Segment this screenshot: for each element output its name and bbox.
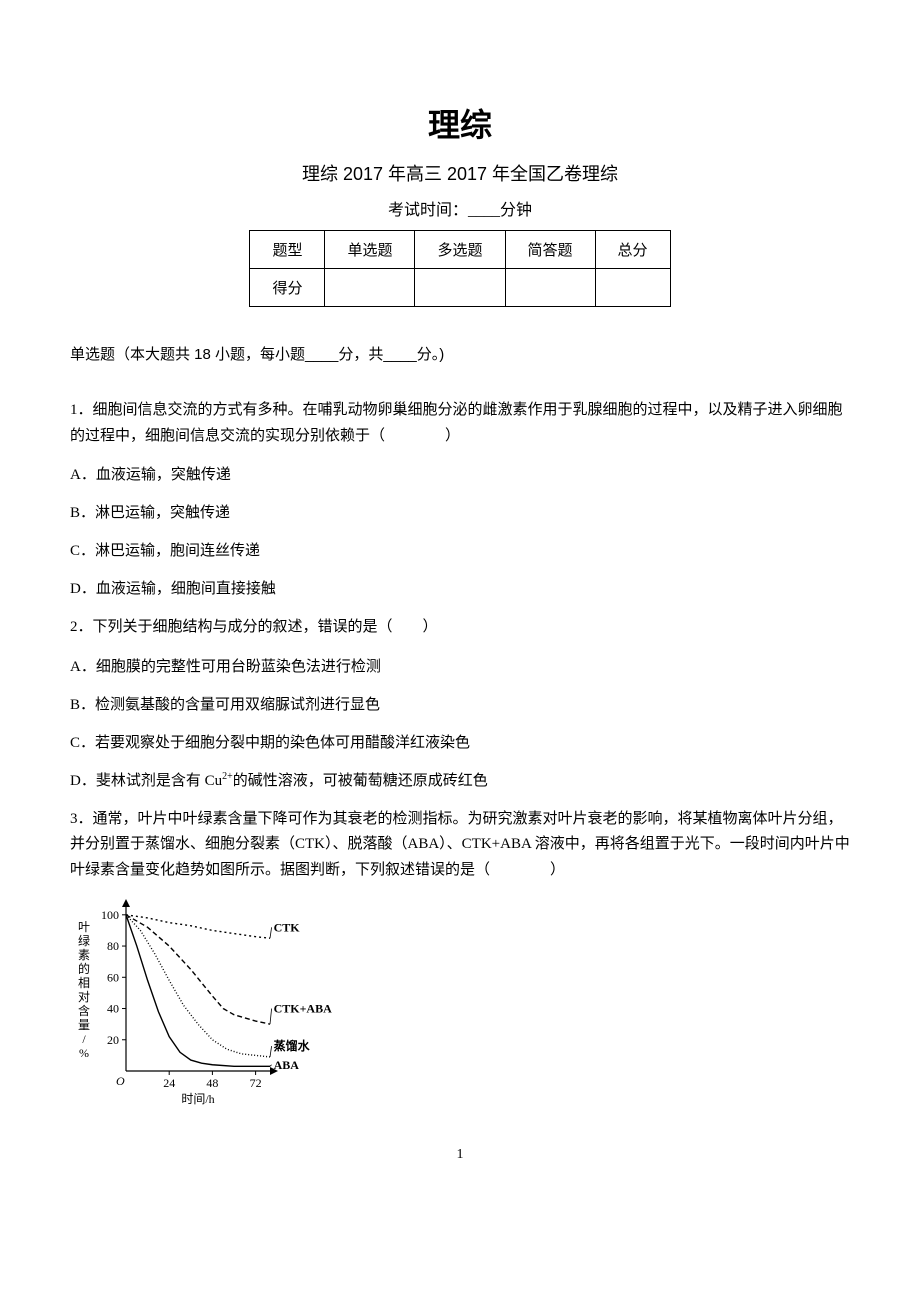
question-stem: 3．通常，叶片中叶绿素含量下降可作为其衰老的检测指标。为研究激素对叶片衰老的影响… <box>70 807 850 884</box>
svg-text:20: 20 <box>107 1033 119 1047</box>
question-stem: 1．细胞间信息交流的方式有多种。在哺乳动物卵巢细胞分泌的雌激素作用于乳腺细胞的过… <box>70 398 850 449</box>
option-c: C．若要观察处于细胞分裂中期的染色体可用醋酸洋红液染色 <box>70 731 850 755</box>
svg-text:48: 48 <box>206 1076 218 1090</box>
main-title: 理综 <box>70 100 850 146</box>
svg-text:CTK: CTK <box>274 920 301 934</box>
table-row: 得分 <box>250 269 670 307</box>
svg-text:时间/h: 时间/h <box>181 1092 214 1106</box>
svg-text:24: 24 <box>163 1076 175 1090</box>
svg-text:对: 对 <box>78 990 90 1004</box>
option-c: C．淋巴运输，胞间连丝传递 <box>70 539 850 563</box>
page-number: 1 <box>70 1147 850 1163</box>
option-d-suffix: 的碱性溶液，可被葡萄糖还原成砖红色 <box>233 773 488 789</box>
option-b: B．淋巴运输，突触传递 <box>70 501 850 525</box>
option-b: B．检测氨基酸的含量可用双缩脲试剂进行显色 <box>70 693 850 717</box>
table-cell <box>325 269 415 307</box>
table-cell <box>595 269 670 307</box>
svg-text:量: 量 <box>78 1018 90 1032</box>
option-a: A．细胞膜的完整性可用台盼蓝染色法进行检测 <box>70 655 850 679</box>
table-header-cell: 多选题 <box>415 231 505 269</box>
option-d: D．血液运输，细胞间直接接触 <box>70 577 850 601</box>
svg-text:60: 60 <box>107 970 119 984</box>
table-row: 题型 单选题 多选题 简答题 总分 <box>250 231 670 269</box>
svg-text:O: O <box>116 1074 125 1088</box>
svg-text:的: 的 <box>78 961 90 976</box>
table-header-cell: 单选题 <box>325 231 415 269</box>
svg-text:含: 含 <box>78 1003 90 1018</box>
subtitle: 理综 2017 年高三 2017 年全国乙卷理综 <box>70 160 850 186</box>
table-cell <box>415 269 505 307</box>
svg-text:叶: 叶 <box>78 920 90 934</box>
svg-text:72: 72 <box>250 1076 262 1090</box>
svg-text:80: 80 <box>107 939 119 953</box>
table-cell <box>505 269 595 307</box>
table-header-cell: 总分 <box>595 231 670 269</box>
svg-text:CTK+ABA: CTK+ABA <box>274 1002 333 1016</box>
svg-text:40: 40 <box>107 1002 119 1016</box>
svg-text:相: 相 <box>78 976 90 990</box>
question-2: 2．下列关于细胞结构与成分的叙述，错误的是（ ） A．细胞膜的完整性可用台盼蓝染… <box>70 615 850 793</box>
table-header-cell: 题型 <box>250 231 325 269</box>
option-d-prefix: D．斐林试剂是含有 Cu <box>70 773 222 789</box>
svg-text:绿: 绿 <box>78 933 90 948</box>
superscript: 2+ <box>222 771 233 782</box>
exam-time: 考试时间：____分钟 <box>70 196 850 220</box>
table-header-cell: 简答题 <box>505 231 595 269</box>
svg-text:/: / <box>82 1032 86 1046</box>
option-a: A．血液运输，突触传递 <box>70 463 850 487</box>
svg-text:ABA: ABA <box>274 1058 300 1072</box>
svg-text:100: 100 <box>101 908 119 922</box>
line-chart: 20 40 60 80 100 24 48 72 O 叶绿素的相对含量/% 时间/h CTK CTK+A… <box>70 897 350 1107</box>
table-cell: 得分 <box>250 269 325 307</box>
option-d: D．斐林试剂是含有 Cu2+的碱性溶液，可被葡萄糖还原成砖红色 <box>70 769 850 793</box>
question-1: 1．细胞间信息交流的方式有多种。在哺乳动物卵巢细胞分泌的雌激素作用于乳腺细胞的过… <box>70 398 850 601</box>
svg-text:蒸馏水: 蒸馏水 <box>274 1038 311 1053</box>
question-3: 3．通常，叶片中叶绿素含量下降可作为其衰老的检测指标。为研究激素对叶片衰老的影响… <box>70 807 850 884</box>
section-header: 单选题（本大题共 18 小题，每小题____分，共____分。) <box>70 343 850 364</box>
svg-text:素: 素 <box>78 948 90 962</box>
svg-text:%: % <box>79 1046 89 1060</box>
question-stem: 2．下列关于细胞结构与成分的叙述，错误的是（ ） <box>70 615 850 641</box>
score-table: 题型 单选题 多选题 简答题 总分 得分 <box>249 230 670 307</box>
chart-container: 20 40 60 80 100 24 48 72 O 叶绿素的相对含量/% 时间/h CTK CTK+A… <box>70 897 850 1107</box>
